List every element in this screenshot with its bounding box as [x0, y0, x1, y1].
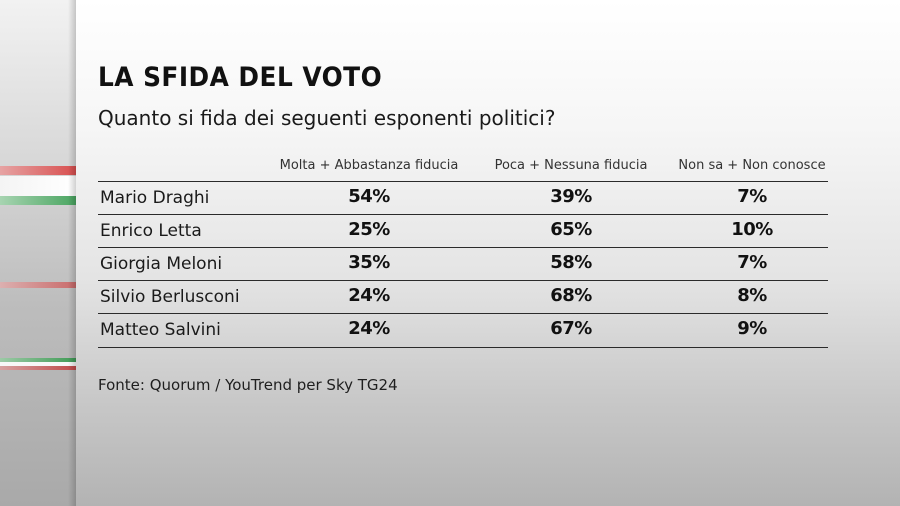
row-divider: [98, 181, 828, 182]
flag-stripe-green-thin: [0, 358, 76, 362]
column-header-2: Poca + Nessuna fiducia: [494, 158, 648, 173]
table-row: Matteo Salvini 24% 67% 9%: [98, 313, 828, 346]
value-cell: 35%: [348, 252, 390, 273]
sidebar-shade: [68, 0, 76, 506]
value-cell: 39%: [550, 186, 592, 207]
flag-stripe-red: [0, 166, 76, 175]
value-cell: 9%: [737, 318, 767, 339]
table-row: Silvio Berlusconi 24% 68% 8%: [98, 280, 828, 313]
table-bottom-rule: [98, 347, 828, 348]
table-row: Enrico Letta 25% 65% 10%: [98, 214, 828, 247]
politician-name: Silvio Berlusconi: [100, 287, 240, 307]
table-row: Mario Draghi 54% 39% 7%: [98, 181, 828, 214]
page-subtitle: Quanto si fida dei seguenti esponenti po…: [98, 106, 556, 130]
flag-stripe-red-thin-2: [0, 366, 76, 370]
row-divider: [98, 247, 828, 248]
flag-stripe-white: [0, 176, 76, 196]
politician-name: Giorgia Meloni: [100, 254, 223, 274]
table-row: Giorgia Meloni 35% 58% 7%: [98, 247, 828, 280]
value-cell: 24%: [348, 318, 390, 339]
decorative-sidebar: [0, 0, 76, 506]
page-title: LA SFIDA DEL VOTO: [98, 62, 383, 93]
flag-stripe-red-thin: [0, 282, 76, 288]
value-cell: 65%: [550, 219, 592, 240]
value-cell: 58%: [550, 252, 592, 273]
flag-stripe-white-thin: [0, 362, 76, 366]
politician-name: Matteo Salvini: [100, 320, 221, 340]
value-cell: 7%: [737, 252, 767, 273]
column-header-3: Non sa + Non conosce: [678, 158, 826, 173]
value-cell: 24%: [348, 285, 390, 306]
politician-name: Mario Draghi: [100, 188, 210, 208]
value-cell: 10%: [731, 219, 773, 240]
source-note: Fonte: Quorum / YouTrend per Sky TG24: [98, 376, 398, 394]
value-cell: 8%: [737, 285, 767, 306]
value-cell: 68%: [550, 285, 592, 306]
politician-name: Enrico Letta: [100, 221, 202, 241]
value-cell: 25%: [348, 219, 390, 240]
flag-stripe-green: [0, 196, 76, 205]
value-cell: 54%: [348, 186, 390, 207]
row-divider: [98, 214, 828, 215]
row-divider: [98, 313, 828, 314]
value-cell: 7%: [737, 186, 767, 207]
value-cell: 67%: [550, 318, 592, 339]
row-divider: [98, 280, 828, 281]
column-header-1: Molta + Abbastanza fiducia: [279, 158, 459, 173]
